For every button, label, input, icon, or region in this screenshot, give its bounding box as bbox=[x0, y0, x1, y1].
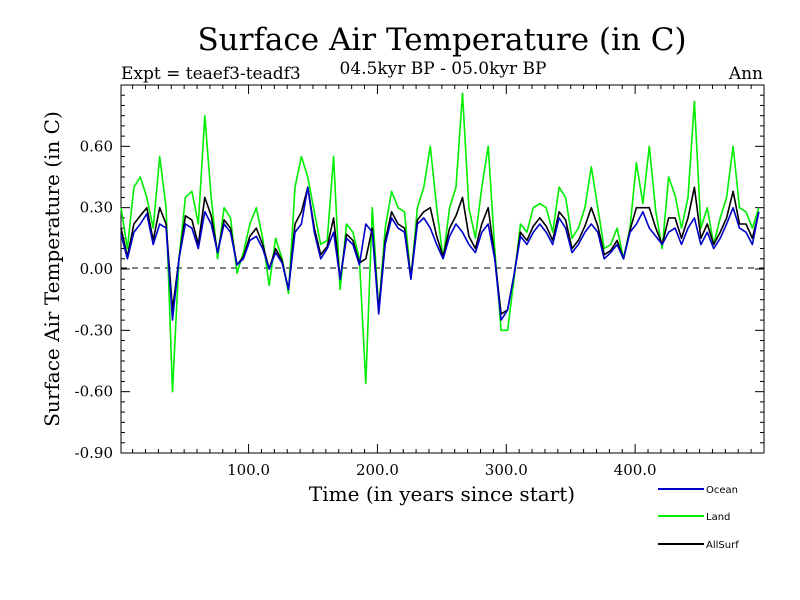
legend: Ocean Land AllSurf bbox=[658, 485, 739, 551]
x-tick-label: 200.0 bbox=[356, 461, 399, 479]
legend-label-allsurf: AllSurf bbox=[706, 540, 739, 551]
series-line-allsurf bbox=[120, 186, 760, 315]
x-axis-ticks: 100.0 200.0 300.0 400.0 bbox=[132, 85, 752, 479]
legend-label-ocean: Ocean bbox=[706, 485, 738, 496]
y-tick-label: -0.90 bbox=[75, 444, 113, 462]
experiment-label: Expt = teaef3-teadf3 bbox=[121, 64, 301, 84]
plot-frame bbox=[120, 84, 765, 454]
y-tick-label: 0.00 bbox=[80, 260, 113, 278]
series-layer bbox=[120, 92, 760, 393]
y-tick-label: 0.60 bbox=[80, 137, 113, 155]
y-tick-label: -0.30 bbox=[75, 321, 113, 339]
x-axis-label: Time (in years since start) bbox=[309, 482, 575, 506]
legend-label-land: Land bbox=[706, 512, 730, 523]
y-tick-label: 0.30 bbox=[80, 199, 113, 217]
y-tick-label: -0.60 bbox=[75, 383, 113, 401]
x-tick-label: 300.0 bbox=[485, 461, 528, 479]
y-axis-label: Surface Air Temperature (in C) bbox=[40, 111, 64, 427]
series-line-land bbox=[120, 92, 760, 393]
season-label: Ann bbox=[728, 64, 763, 84]
chart-title: Surface Air Temperature (in C) bbox=[197, 22, 686, 58]
chart-subtitle: 04.5kyr BP - 05.0kyr BP bbox=[340, 59, 547, 79]
x-tick-label: 100.0 bbox=[227, 461, 270, 479]
y-axis-ticks: -0.90 -0.60 -0.30 0.00 0.30 0.60 bbox=[75, 84, 764, 462]
x-tick-label: 400.0 bbox=[614, 461, 657, 479]
series-line-ocean bbox=[120, 186, 760, 321]
